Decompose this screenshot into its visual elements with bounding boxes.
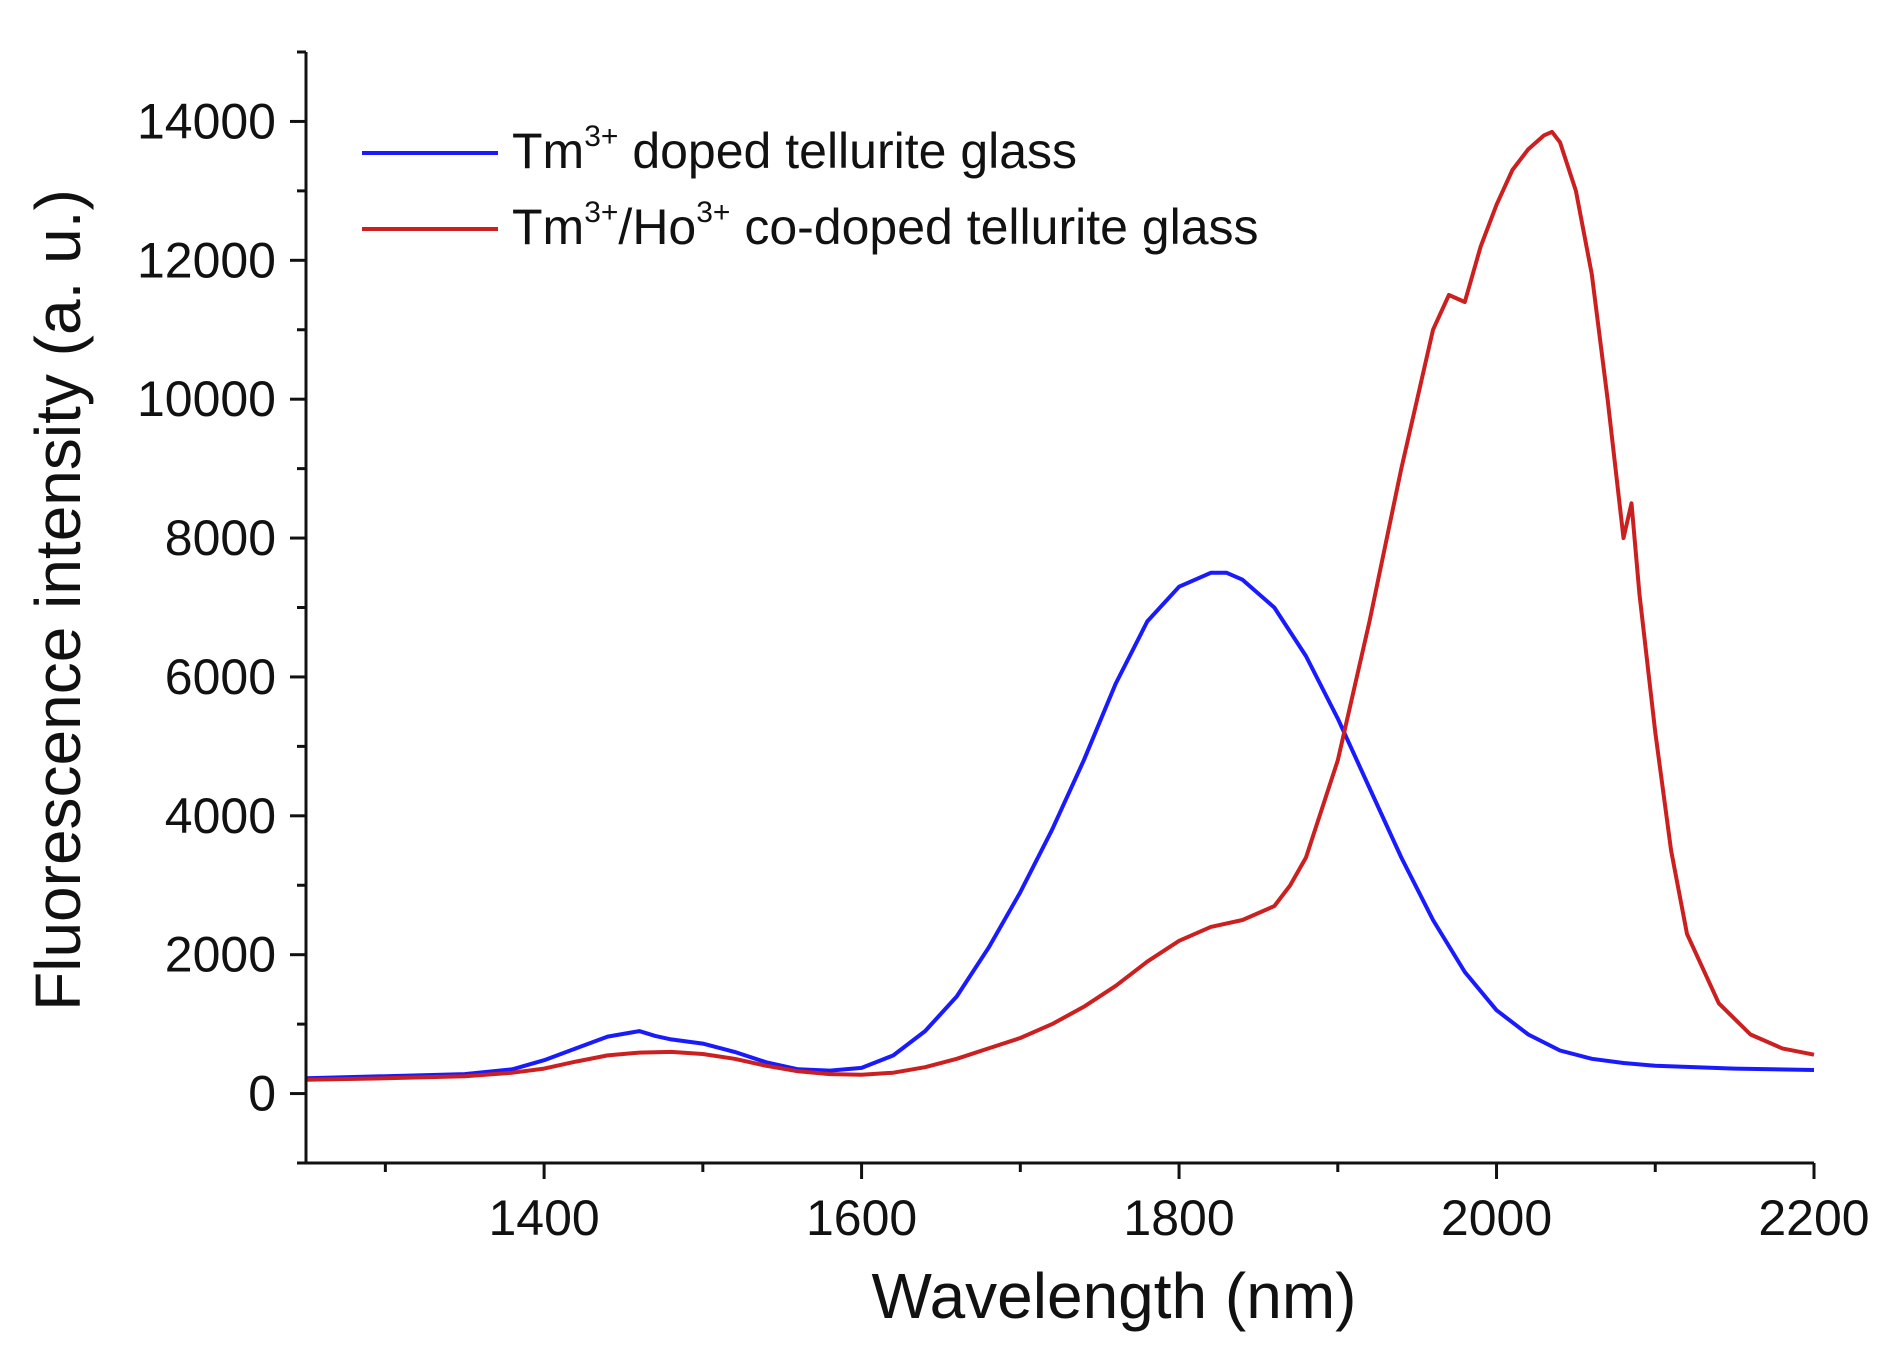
legend-tmho-base: Tm <box>512 199 584 255</box>
legend-label-tm-ho: Tm3+/Ho3+ co-doped tellurite glass <box>512 196 1259 255</box>
y-tick-label: 6000 <box>165 649 276 705</box>
series-line-tm <box>305 570 1815 1081</box>
legend-tmho-mid: /Ho <box>618 199 696 255</box>
legend-tmho-rest: co-doped tellurite glass <box>730 199 1258 255</box>
x-tick-label: 2000 <box>1441 1190 1552 1246</box>
y-tick-label: 12000 <box>137 232 276 288</box>
y-tick-label: 0 <box>248 1066 276 1122</box>
y-tick-label: 14000 <box>137 93 276 149</box>
y-axis-title: Fluorescence intensity (a. u.) <box>22 189 94 1011</box>
legend-tm-rest: doped tellurite glass <box>618 123 1077 179</box>
plot-lines <box>305 129 1815 1082</box>
y-tick-label: 4000 <box>165 788 276 844</box>
legend: Tm3+ doped tellurite glass Tm3+/Ho3+ co-… <box>362 120 1259 255</box>
x-tick-label: 1400 <box>488 1190 599 1246</box>
legend-tmho-sup2: 3+ <box>696 196 730 229</box>
x-axis-ticks: 1400 1600 1800 2000 2200 <box>383 1163 1870 1246</box>
series-line-tm-ho <box>305 129 1815 1082</box>
legend-tm-base: Tm <box>512 123 584 179</box>
y-tick-label: 8000 <box>165 510 276 566</box>
legend-tmho-sup: 3+ <box>584 196 618 229</box>
x-tick-label: 1600 <box>806 1190 917 1246</box>
y-axis-ticks: 0 2000 4000 6000 8000 10000 12000 14000 <box>137 50 306 1165</box>
x-tick-label: 2200 <box>1758 1190 1869 1246</box>
legend-label-tm: Tm3+ doped tellurite glass <box>512 120 1077 179</box>
y-tick-label: 10000 <box>137 371 276 427</box>
y-tick-label: 2000 <box>165 927 276 983</box>
x-axis-title: Wavelength (nm) <box>872 1260 1357 1332</box>
legend-tm-sup: 3+ <box>584 120 618 153</box>
x-tick-label: 1800 <box>1123 1190 1234 1246</box>
